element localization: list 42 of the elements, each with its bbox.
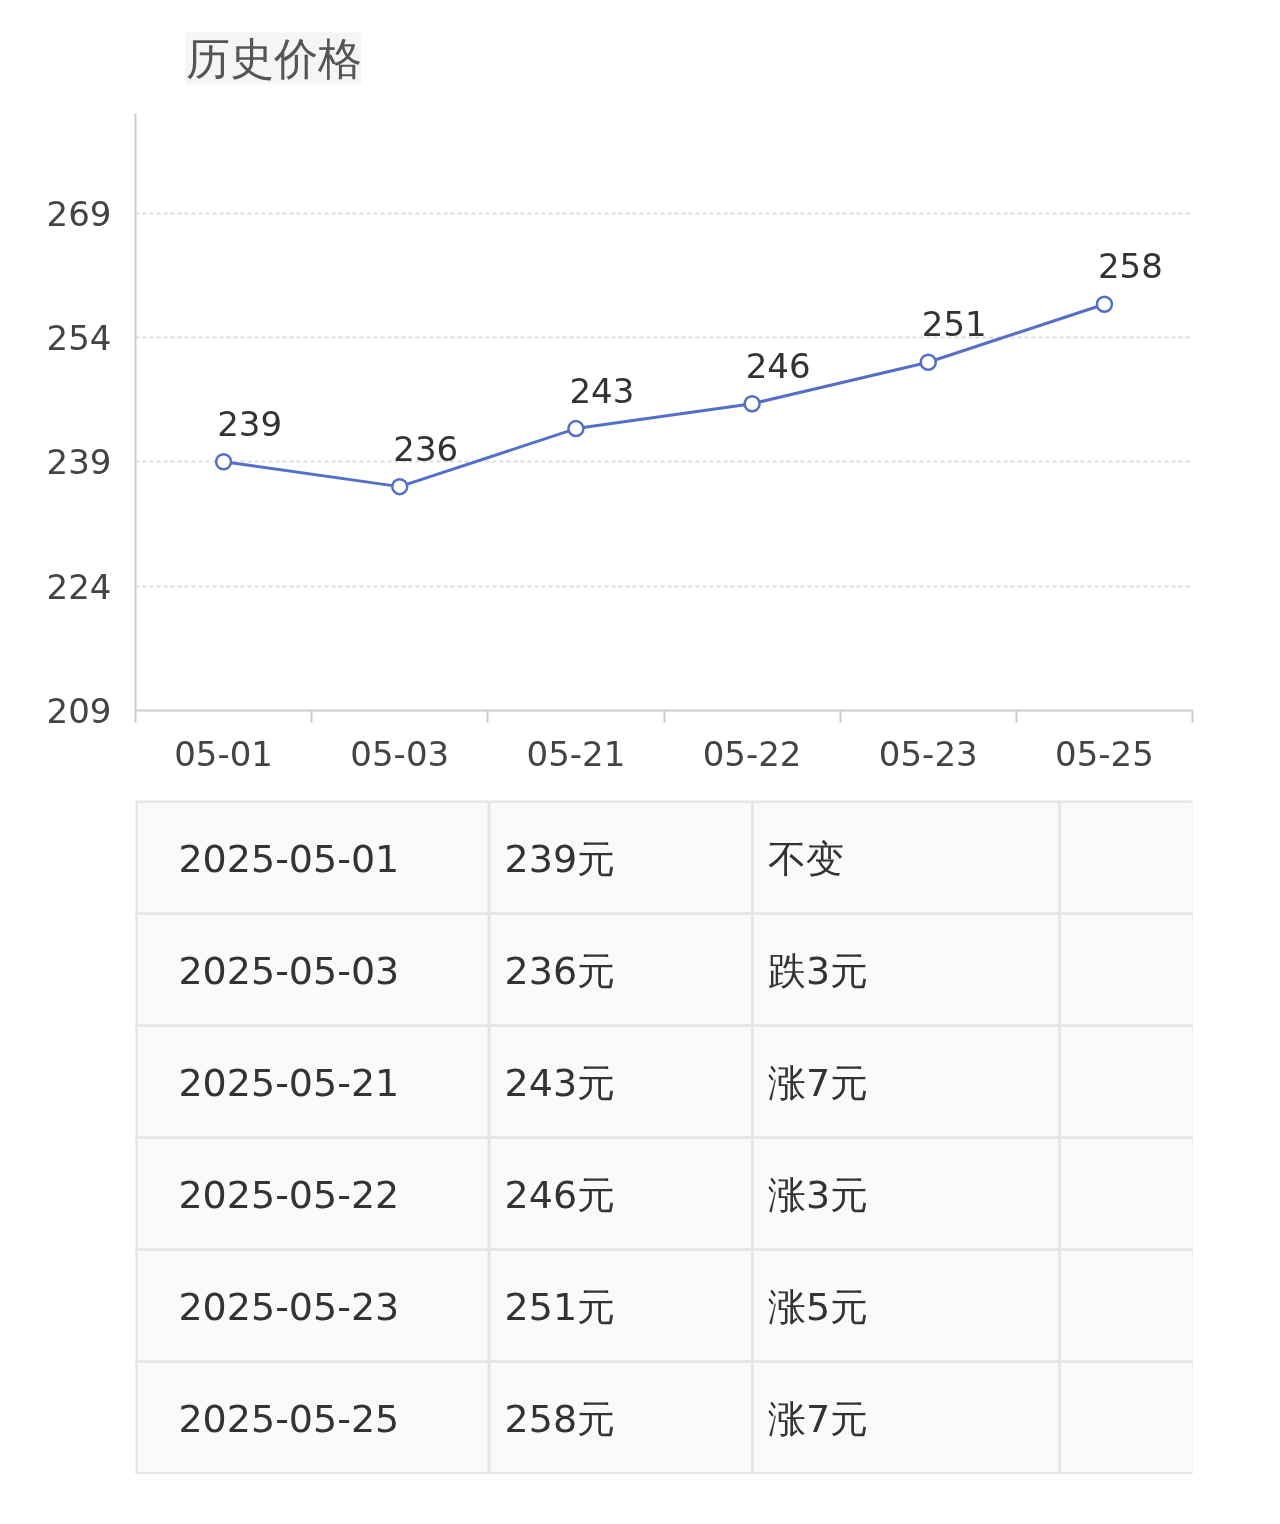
text: 2025-05-21 bbox=[178, 1061, 400, 1105]
x-tick-label: 05-22 bbox=[702, 733, 802, 774]
text: 涨5元 bbox=[768, 1284, 869, 1329]
x-tick-label: 05-01 bbox=[174, 733, 273, 774]
text: 246元 bbox=[504, 1172, 616, 1217]
text: 251元 bbox=[504, 1284, 616, 1329]
data-label: 258 bbox=[1097, 246, 1163, 287]
text: 239元 bbox=[504, 836, 616, 881]
text: 涨7元 bbox=[768, 1060, 869, 1105]
x-tick-label: 05-03 bbox=[350, 733, 450, 774]
x-tick-label: 05-21 bbox=[526, 733, 626, 774]
point bbox=[919, 353, 937, 371]
text: 2025-05-25 bbox=[178, 1397, 400, 1441]
y-tick-label: 239 bbox=[46, 442, 112, 483]
text: 跌3元 bbox=[768, 948, 869, 993]
text: 236元 bbox=[504, 948, 616, 993]
text: 涨3元 bbox=[768, 1172, 869, 1217]
point bbox=[1095, 295, 1114, 313]
data-label: 251 bbox=[921, 304, 987, 345]
data-label: 239 bbox=[217, 403, 283, 444]
chart-title: 历史价格 bbox=[185, 32, 362, 84]
text: 2025-05-01 bbox=[178, 837, 400, 881]
point bbox=[214, 453, 233, 471]
y-tick-label: 224 bbox=[46, 566, 112, 607]
text: 2025-05-23 bbox=[178, 1285, 400, 1329]
point bbox=[567, 419, 585, 438]
data-label: 246 bbox=[745, 345, 811, 386]
point bbox=[743, 394, 761, 413]
text: 不变 bbox=[768, 836, 845, 881]
data-label: 236 bbox=[393, 428, 459, 469]
x-tick-label: 05-25 bbox=[1055, 733, 1154, 774]
text: 涨7元 bbox=[768, 1396, 869, 1441]
data-label: 243 bbox=[569, 370, 635, 411]
text: 258元 bbox=[504, 1396, 616, 1441]
y-tick-label: 209 bbox=[46, 691, 112, 731]
text: 2025-05-22 bbox=[178, 1173, 400, 1217]
y-tick-label: 254 bbox=[46, 317, 112, 358]
x-tick-label: 05-23 bbox=[878, 733, 978, 774]
y-tick-label: 269 bbox=[46, 193, 112, 234]
text: 243元 bbox=[504, 1060, 616, 1105]
point bbox=[391, 477, 409, 496]
text: 2025-05-03 bbox=[178, 949, 400, 993]
